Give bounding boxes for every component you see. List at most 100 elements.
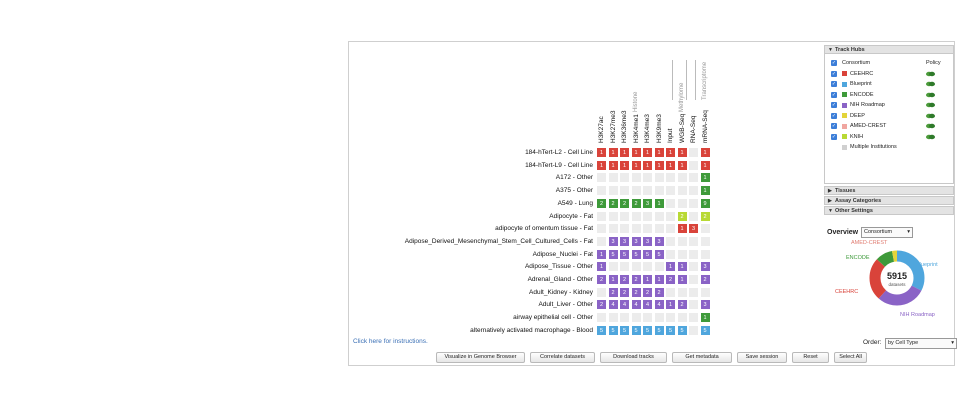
correlate-button[interactable]: Correlate datasets [530, 352, 595, 363]
grid-cell[interactable]: 2 [630, 286, 642, 298]
grid-cell[interactable]: 5 [630, 248, 642, 260]
column-header[interactable]: Input [667, 128, 674, 143]
grid-cell[interactable]: 1 [630, 147, 642, 158]
grid-cell[interactable]: 1 [596, 159, 607, 171]
column-header[interactable]: mRNA-Seq [701, 110, 709, 143]
grid-cell[interactable]: 1 [676, 223, 688, 235]
hub-row[interactable]: ✓ DEEP [831, 111, 951, 122]
grid-cell[interactable]: 1 [676, 159, 688, 171]
grid-cell[interactable]: 1 [699, 147, 711, 158]
grid-cell[interactable]: 1 [699, 159, 711, 171]
grid-cell[interactable]: 1 [665, 147, 676, 158]
grid-cell[interactable]: 2 [596, 299, 607, 311]
hub-checkbox[interactable]: ✓ [831, 102, 837, 108]
grid-cell[interactable]: 1 [653, 147, 665, 158]
grid-cell[interactable]: 3 [653, 235, 665, 247]
grid-cell[interactable]: 1 [676, 261, 688, 273]
row-label[interactable]: Adult_Kidney - Kidney [529, 288, 593, 296]
track-hubs-header[interactable]: ▼ Track Hubs [824, 45, 954, 54]
other-settings-header[interactable]: ▼ Other Settings [824, 206, 954, 215]
row-label[interactable]: airway epithelial cell - Other [513, 314, 593, 322]
grid-cell[interactable]: 5 [699, 324, 711, 336]
save-session-button[interactable]: Save session [737, 352, 787, 363]
column-header[interactable]: H3K27me3 [609, 110, 617, 143]
grid-cell[interactable]: 5 [665, 324, 676, 336]
grid-cell[interactable]: 1 [619, 147, 630, 158]
grid-cell[interactable]: 3 [642, 197, 653, 209]
hub-checkbox[interactable]: ✓ [831, 112, 837, 119]
policy-handshake-icon[interactable] [926, 71, 935, 77]
grid-cell[interactable]: 2 [607, 286, 619, 298]
policy-handshake-icon[interactable] [926, 102, 935, 108]
grid-cell[interactable]: 1 [653, 197, 665, 209]
grid-cell[interactable]: 5 [642, 324, 653, 336]
grid-cell[interactable]: 1 [596, 147, 607, 158]
grid-cell[interactable]: 2 [619, 274, 630, 285]
assay-categories-header[interactable]: ▶ Assay Categories [824, 196, 954, 205]
row-label[interactable]: Adipose_Nuclei - Fat [532, 250, 593, 258]
grid-cell[interactable]: 2 [596, 197, 607, 209]
hub-checkbox[interactable]: ✓ [831, 123, 837, 129]
grid-cell[interactable]: 1 [642, 147, 653, 158]
hub-row[interactable]: ✓ CEEHRC [831, 69, 951, 80]
row-label[interactable]: adipocyte of omentum tissue - Fat [495, 225, 593, 233]
grid-cell[interactable]: 2 [676, 299, 688, 311]
policy-handshake-icon[interactable] [926, 123, 935, 129]
select-all-button[interactable]: Select All [834, 352, 867, 363]
grid-cell[interactable]: 2 [676, 210, 688, 222]
hub-row[interactable]: ✓ AMED-CREST [831, 121, 951, 132]
row-label[interactable]: alternatively activated macrophage - Blo… [470, 326, 593, 334]
grid-cell[interactable]: 1 [653, 274, 665, 285]
grid-cell[interactable]: 1 [676, 147, 688, 158]
reset-button[interactable]: Reset [792, 352, 829, 363]
row-label[interactable]: A375 - Other [555, 187, 593, 195]
hub-checkbox[interactable]: ✓ [831, 70, 837, 77]
tissues-header[interactable]: ▶ Tissues [824, 186, 954, 195]
grid-cell[interactable]: 4 [619, 299, 630, 311]
column-header[interactable]: H3K36me3 [621, 110, 628, 143]
grid-cell[interactable]: 3 [699, 299, 711, 311]
grid-cell[interactable]: 1 [699, 312, 711, 324]
grid-cell[interactable]: 3 [619, 235, 630, 247]
hub-row[interactable]: ✓ ENCODE [831, 90, 951, 101]
grid-cell[interactable]: 2 [642, 286, 653, 298]
grid-cell[interactable]: 1 [653, 159, 665, 171]
grid-cell[interactable]: 1 [607, 274, 619, 285]
grid-cell[interactable]: 4 [630, 299, 642, 311]
grid-cell[interactable]: 4 [607, 299, 619, 311]
policy-handshake-icon[interactable] [926, 113, 935, 119]
grid-cell[interactable]: 1 [607, 147, 619, 158]
grid-cell[interactable]: 5 [642, 248, 653, 260]
grid-cell[interactable]: 2 [596, 274, 607, 285]
grid-cell[interactable]: 3 [688, 223, 699, 235]
grid-cell[interactable]: 2 [630, 197, 642, 209]
grid-cell[interactable]: 2 [619, 197, 630, 209]
grid-cell[interactable]: 1 [642, 274, 653, 285]
grid-cell[interactable]: 1 [676, 274, 688, 285]
row-label[interactable]: 184-hTert-L9 - Cell Line [525, 161, 593, 169]
hub-row[interactable]: ✓ KNIH [831, 132, 951, 143]
column-header[interactable]: H3K27ac [598, 116, 605, 143]
grid-cell[interactable]: 1 [630, 159, 642, 171]
select-all-checkbox[interactable]: ✓ [831, 60, 837, 66]
grid-cell[interactable]: 3 [642, 235, 653, 247]
hub-row[interactable]: ✓ Blueprint [831, 79, 951, 90]
hub-checkbox[interactable]: ✓ [831, 91, 837, 98]
overview-select[interactable]: Consortium ▾ [861, 227, 913, 238]
grid-cell[interactable]: 1 [642, 159, 653, 171]
grid-cell[interactable]: 1 [699, 185, 711, 197]
visualize-button[interactable]: Visualize in Genome Browser [436, 352, 525, 363]
row-label[interactable]: Adipocyte - Fat [549, 212, 593, 220]
grid-cell[interactable]: 5 [607, 324, 619, 336]
grid-cell[interactable]: 5 [653, 324, 665, 336]
grid-cell[interactable]: 3 [607, 235, 619, 247]
grid-cell[interactable]: 4 [653, 299, 665, 311]
grid-cell[interactable]: 2 [653, 286, 665, 298]
grid-cell[interactable]: 1 [607, 159, 619, 171]
hub-checkbox[interactable]: ✓ [831, 133, 837, 140]
row-label[interactable]: 184-hTert-L2 - Cell Line [525, 149, 593, 156]
grid-cell[interactable]: 9 [699, 197, 711, 209]
grid-cell[interactable]: 2 [630, 274, 642, 285]
policy-handshake-icon[interactable] [926, 92, 935, 98]
grid-cell[interactable]: 5 [619, 248, 630, 260]
